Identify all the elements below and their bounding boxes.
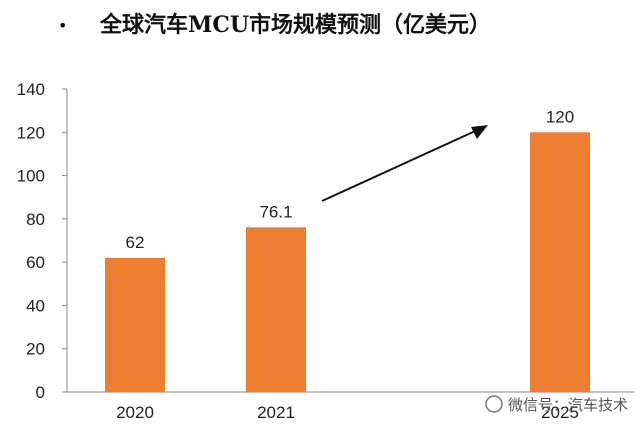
y-tick-label: 100 <box>17 167 45 186</box>
wechat-icon <box>485 395 503 413</box>
y-tick-label: 40 <box>26 296 45 315</box>
y-tick-label: 120 <box>17 123 45 142</box>
y-tick-label: 0 <box>36 383 45 402</box>
data-label-2021: 76.1 <box>259 202 292 221</box>
watermark: 微信号：汽车技术 <box>485 395 628 414</box>
watermark-text: 微信号：汽车技术 <box>508 396 628 414</box>
trend-arrow <box>321 125 488 202</box>
data-label-2025: 120 <box>546 107 574 126</box>
chart-title: 全球汽车MCU市场规模预测（亿美元） <box>99 12 491 38</box>
y-axis-ticks: 0 20 40 60 80 100 120 140 <box>17 80 67 402</box>
bar-2025 <box>530 132 590 393</box>
x-tick-label: 2021 <box>257 403 295 422</box>
y-tick-label: 80 <box>26 210 45 229</box>
x-axis-labels: 2020 2021 2025 <box>116 403 579 422</box>
data-labels: 62 76.1 120 <box>126 107 575 252</box>
title-bullet: • <box>58 16 67 35</box>
bar-2021 <box>246 227 306 392</box>
data-label-2020: 62 <box>126 233 145 252</box>
y-tick-label: 20 <box>26 340 45 359</box>
y-tick-label: 60 <box>26 253 45 272</box>
y-tick-label: 140 <box>17 80 45 99</box>
bars <box>105 132 590 393</box>
bar-2020 <box>105 257 165 392</box>
x-tick-label: 2020 <box>116 403 154 422</box>
x-tick-label: 2025 <box>541 403 579 422</box>
